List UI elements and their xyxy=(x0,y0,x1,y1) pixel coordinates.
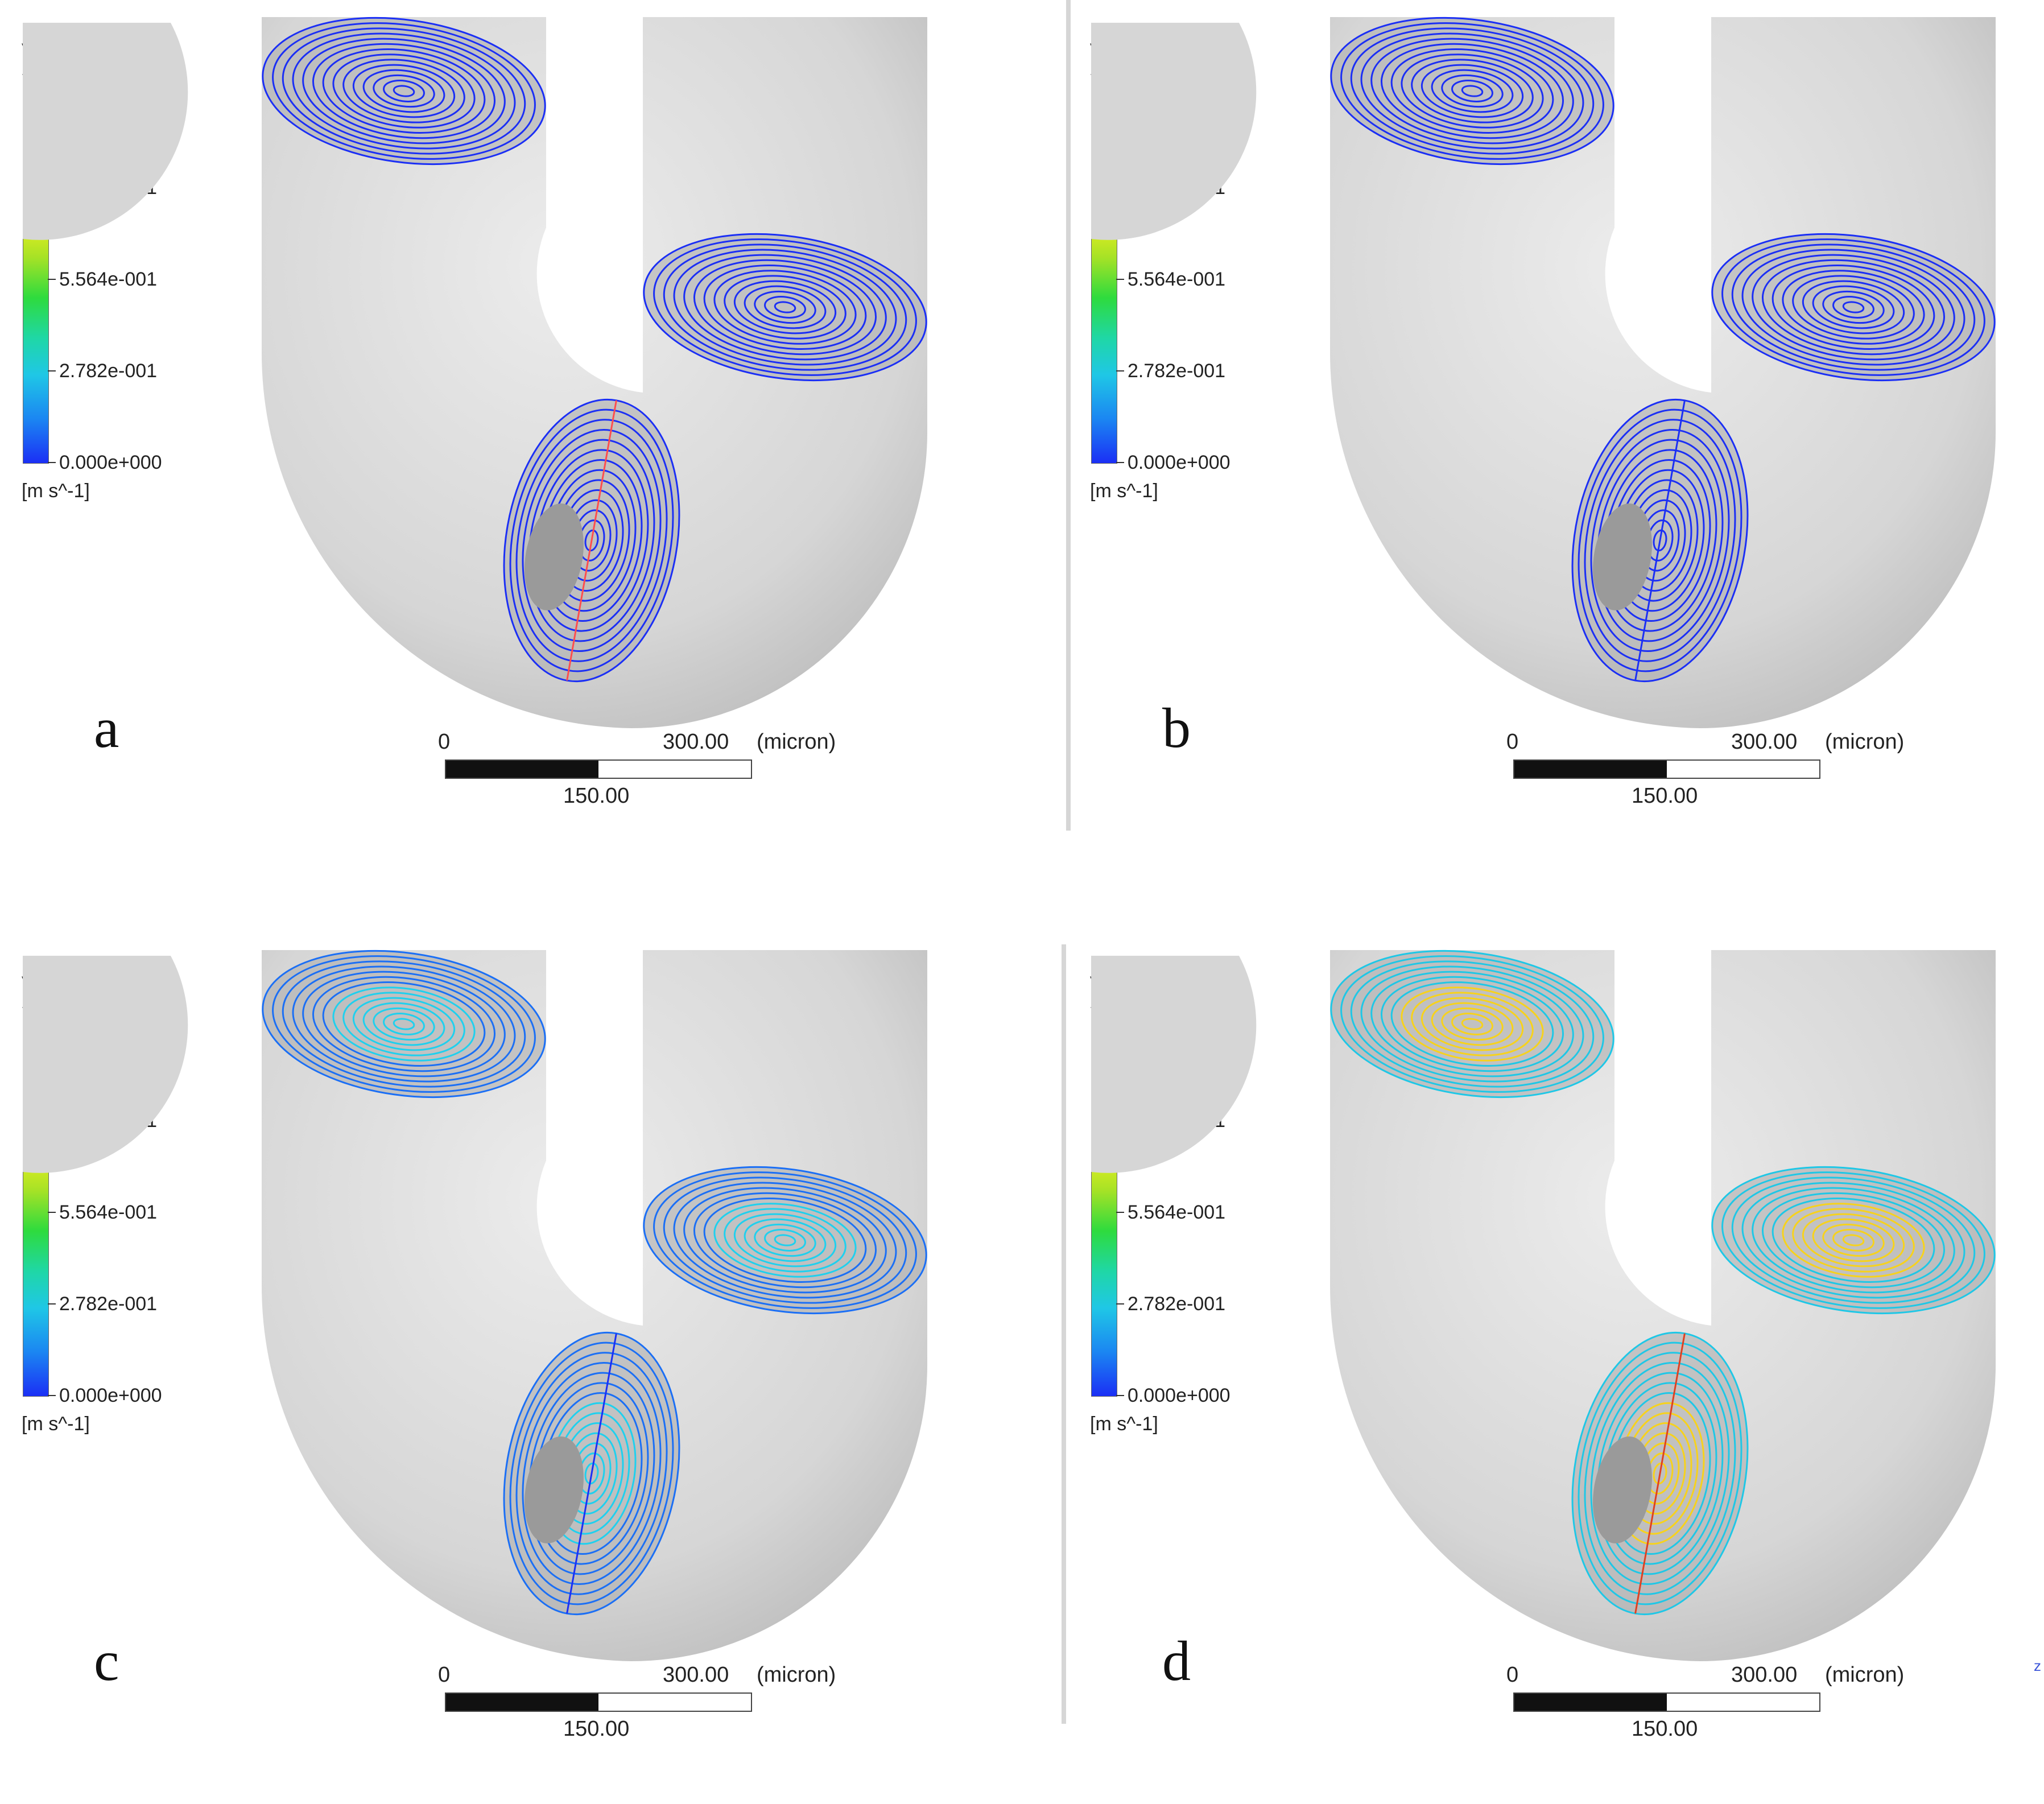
bend-cross-section xyxy=(503,398,680,683)
scale-bar xyxy=(445,759,752,779)
scale-bar-unit: (micron) xyxy=(1825,730,1905,754)
inlet-cross-section xyxy=(262,16,546,166)
background-pipe-segment xyxy=(1091,23,1257,240)
colorbar-tick-mark xyxy=(48,279,56,280)
outlet-cross-section xyxy=(1711,233,1996,382)
colorbar-tick-label: 0.000e+000 xyxy=(1128,1385,1230,1406)
scale-bar-zero: 0 xyxy=(1506,730,1519,754)
scale-bar-max: 300.00 xyxy=(1731,730,1798,754)
panel-label: b xyxy=(1162,696,1191,759)
scale-bar xyxy=(1513,1692,1820,1712)
scale-bar-fill xyxy=(1514,1694,1667,1711)
colorbar-tick-mark xyxy=(48,1212,56,1213)
scale-bar-unit: (micron) xyxy=(1825,1663,1905,1687)
colorbar-tick-label: 0.000e+000 xyxy=(59,1385,162,1406)
pipe-render xyxy=(1091,950,1996,1661)
colorbar-tick-mark xyxy=(1116,370,1124,371)
outlet-cross-section xyxy=(643,233,927,382)
panel-divider-bottom xyxy=(1062,944,1066,1724)
colorbar-tick-label: 2.782e-001 xyxy=(1128,360,1226,382)
colorbar-tick-mark xyxy=(1116,1212,1124,1213)
colorbar-unit: [m s^-1] xyxy=(1090,1413,1158,1435)
scale-bar-zero: 0 xyxy=(438,1663,451,1687)
colorbar-tick-label: 2.782e-001 xyxy=(59,360,158,382)
scale-bar xyxy=(445,1692,752,1712)
panel-divider-top xyxy=(1066,0,1071,831)
colorbar-tick-mark xyxy=(1116,279,1124,280)
colorbar-tick-label: 0.000e+000 xyxy=(1128,452,1230,473)
colorbar-tick-label: 5.564e-001 xyxy=(1128,1202,1226,1223)
axis-corner-mark: z xyxy=(2034,1657,2041,1674)
background-pipe-segment xyxy=(23,23,188,240)
colorbar-tick-mark xyxy=(48,370,56,371)
background-pipe-segment xyxy=(1091,956,1257,1173)
colorbar-tick-label: 5.564e-001 xyxy=(1128,269,1226,290)
colorbar-tick-mark xyxy=(48,1395,56,1396)
colorbar-tick-label: 0.000e+000 xyxy=(59,452,162,473)
scale-bar-fill xyxy=(446,1694,598,1711)
bend-cross-section xyxy=(503,1331,680,1616)
colorbar-tick-label: 5.564e-001 xyxy=(59,1202,158,1223)
panel-label: c xyxy=(94,1629,119,1692)
u-bend-pipe xyxy=(1330,950,1996,1661)
bend-cross-section xyxy=(1571,1331,1749,1616)
scale-bar-mid: 150.00 xyxy=(1632,1717,1698,1741)
u-bend-pipe xyxy=(1330,17,1996,728)
bend-cross-section xyxy=(1571,398,1749,683)
colorbar-tick-label: 5.564e-001 xyxy=(59,269,158,290)
scale-bar-fill xyxy=(446,761,598,778)
outlet-cross-section xyxy=(643,1166,927,1315)
panel-d: VelocityStreamline 21.113e+0008.347e-001… xyxy=(1068,933,2044,1804)
scale-bar-zero: 0 xyxy=(438,730,451,754)
colorbar-tick-mark xyxy=(48,1303,56,1305)
background-pipe-segment xyxy=(23,956,188,1173)
scale-bar-zero: 0 xyxy=(1506,1663,1519,1687)
colorbar-tick-mark xyxy=(1116,1395,1124,1396)
colorbar-tick-mark xyxy=(1116,1303,1124,1305)
colorbar-tick-label: 2.782e-001 xyxy=(1128,1293,1226,1315)
colorbar-unit: [m s^-1] xyxy=(1090,480,1158,502)
scale-bar-mid: 150.00 xyxy=(1632,784,1698,808)
scale-bar xyxy=(1513,759,1820,779)
u-bend-pipe xyxy=(261,950,927,1661)
scale-bar-mid: 150.00 xyxy=(563,784,630,808)
colorbar-tick-mark xyxy=(1116,462,1124,463)
panel-a: VelocityStreamline 21.113e+0008.347e-001… xyxy=(0,0,1022,871)
inlet-cross-section xyxy=(1330,16,1614,166)
scale-bar-unit: (micron) xyxy=(757,1663,836,1687)
scale-bar-fill xyxy=(1514,761,1667,778)
scale-bar-mid: 150.00 xyxy=(563,1717,630,1741)
u-bend-pipe xyxy=(261,17,927,728)
colorbar-tick-mark xyxy=(48,462,56,463)
panel-label: a xyxy=(94,696,119,759)
scale-bar-unit: (micron) xyxy=(757,730,836,754)
inlet-cross-section xyxy=(1330,950,1614,1099)
panel-label: d xyxy=(1162,1629,1191,1692)
inlet-cross-section xyxy=(262,950,546,1099)
colorbar-tick-label: 2.782e-001 xyxy=(59,1293,158,1315)
scale-bar-max: 300.00 xyxy=(663,1663,729,1687)
scale-bar-max: 300.00 xyxy=(663,730,729,754)
colorbar-unit: [m s^-1] xyxy=(22,480,90,502)
pipe-render xyxy=(23,16,927,728)
panel-c: VelocityStreamline 21.113e+0008.347e-001… xyxy=(0,933,1022,1804)
pipe-render xyxy=(1091,16,1996,728)
colorbar-unit: [m s^-1] xyxy=(22,1413,90,1435)
pipe-render xyxy=(23,950,927,1661)
scale-bar-max: 300.00 xyxy=(1731,1663,1798,1687)
outlet-cross-section xyxy=(1711,1166,1996,1315)
panel-b: VelocityStreamline 21.113e+0008.347e-001… xyxy=(1068,0,2044,871)
